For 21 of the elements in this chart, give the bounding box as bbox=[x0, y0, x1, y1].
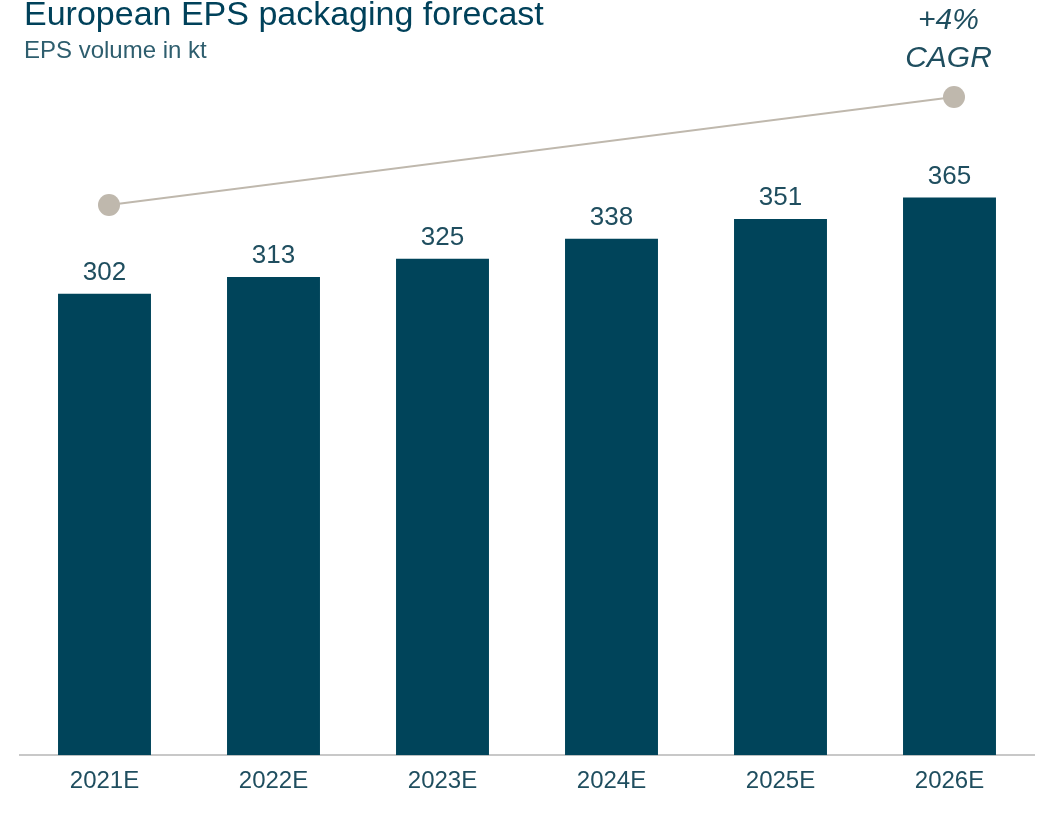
x-tick-label: 2022E bbox=[238, 766, 309, 794]
bar bbox=[903, 197, 996, 756]
x-tick-label: 2025E bbox=[745, 766, 816, 794]
x-tick-label: 2026E bbox=[914, 766, 985, 794]
data-label: 365 bbox=[927, 159, 972, 190]
text: +4% CAGR bbox=[904, 1, 993, 75]
data-label: 302 bbox=[82, 256, 127, 286]
data-label: 313 bbox=[251, 239, 296, 270]
bar bbox=[58, 293, 151, 756]
chart-title: European EPS packaging forecast bbox=[24, 0, 544, 33]
data-label: 351 bbox=[758, 181, 803, 212]
bar bbox=[227, 277, 320, 756]
chart-subtitle: EPS volume in kt bbox=[24, 36, 207, 64]
data-label: 325 bbox=[420, 220, 465, 251]
bar bbox=[396, 258, 489, 756]
x-tick-label: 2024E bbox=[576, 766, 647, 794]
data-label: 338 bbox=[589, 201, 634, 231]
x-tick-label: 2023E bbox=[407, 766, 478, 794]
bar bbox=[734, 218, 827, 756]
x-tick-label: 2021E bbox=[69, 766, 140, 794]
bar bbox=[565, 238, 658, 756]
